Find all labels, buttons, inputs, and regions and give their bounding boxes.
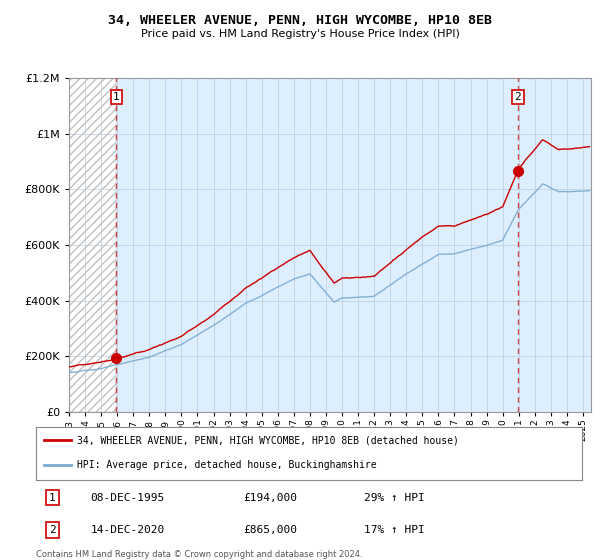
Text: 1: 1: [113, 92, 120, 102]
Text: 17% ↑ HPI: 17% ↑ HPI: [364, 525, 424, 535]
Text: £194,000: £194,000: [244, 493, 298, 503]
Text: 2: 2: [515, 92, 521, 102]
Text: Price paid vs. HM Land Registry's House Price Index (HPI): Price paid vs. HM Land Registry's House …: [140, 29, 460, 39]
Text: 1: 1: [49, 493, 56, 503]
Text: 2: 2: [49, 525, 56, 535]
Point: [41, 437, 48, 444]
Point: [41, 461, 48, 468]
Point: [68, 461, 75, 468]
Text: 34, WHEELER AVENUE, PENN, HIGH WYCOMBE, HP10 8EB (detached house): 34, WHEELER AVENUE, PENN, HIGH WYCOMBE, …: [77, 435, 459, 445]
Text: £865,000: £865,000: [244, 525, 298, 535]
Bar: [69, 78, 116, 412]
Text: 29% ↑ HPI: 29% ↑ HPI: [364, 493, 424, 503]
Text: 34, WHEELER AVENUE, PENN, HIGH WYCOMBE, HP10 8EB: 34, WHEELER AVENUE, PENN, HIGH WYCOMBE, …: [108, 14, 492, 27]
Text: HPI: Average price, detached house, Buckinghamshire: HPI: Average price, detached house, Buck…: [77, 460, 377, 470]
Text: 08-DEC-1995: 08-DEC-1995: [91, 493, 165, 503]
Text: 14-DEC-2020: 14-DEC-2020: [91, 525, 165, 535]
Text: Contains HM Land Registry data © Crown copyright and database right 2024.
This d: Contains HM Land Registry data © Crown c…: [36, 550, 362, 560]
Point: [68, 437, 75, 444]
